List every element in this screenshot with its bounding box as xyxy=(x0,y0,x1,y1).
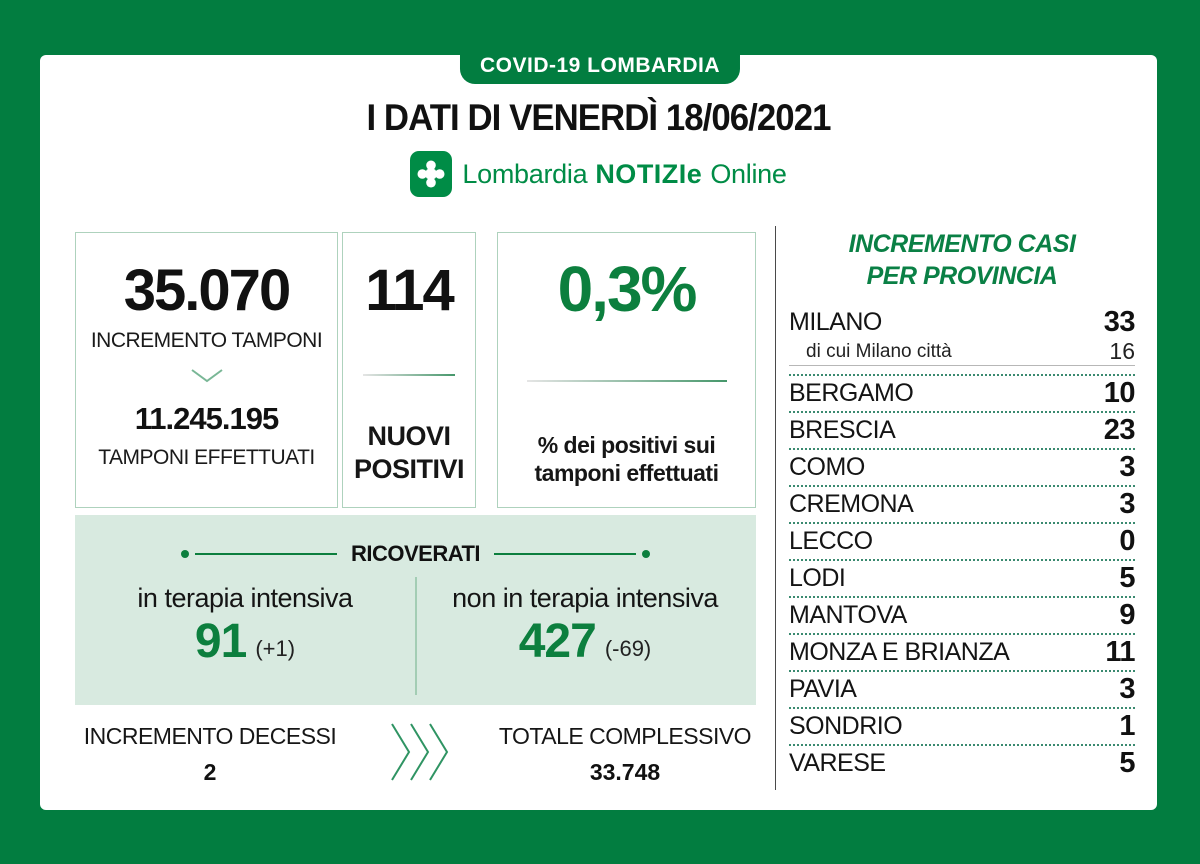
province-name: LODI xyxy=(789,563,846,592)
province-sub-name: di cui Milano città xyxy=(806,340,952,362)
incremento-decessi-label: INCREMENTO DECESSI xyxy=(83,723,337,749)
triple-chevron-right-icon xyxy=(390,716,450,793)
rosa-camuna-icon xyxy=(410,151,453,197)
badge-label: COVID-19 LOMBARDIA xyxy=(479,54,721,77)
province-value: 3 xyxy=(1119,487,1135,520)
province-value: 5 xyxy=(1119,746,1135,779)
nuovi-positivi-value: 114 xyxy=(365,258,455,323)
terapia-intensiva-value: 91 xyxy=(194,615,247,668)
lombardia-notizie-logo: Lombardia NOTIZIe Online xyxy=(40,151,1157,197)
dot-decoration xyxy=(180,550,189,558)
province-value: 11 xyxy=(1105,635,1135,668)
non-terapia-intensiva-block: non in terapia intensiva 427 (-69) xyxy=(415,583,755,666)
province-row: COMO 3 xyxy=(789,450,1135,487)
province-row: BRESCIA 23 xyxy=(789,413,1136,450)
province-value: 5 xyxy=(1119,561,1135,594)
province-row: PAVIA 3 xyxy=(789,672,1135,709)
tamponi-effettuati-value: 11.245.195 xyxy=(134,401,279,437)
ricoverati-header: RICOVERATI xyxy=(75,541,756,567)
province-value: 0 xyxy=(1119,524,1135,557)
province-name: MANTOVA xyxy=(789,600,907,629)
province-value: 23 xyxy=(1103,413,1136,446)
incremento-tamponi-label: INCREMENTO TAMPONI xyxy=(90,329,323,353)
province-subrow: di cui Milano città 16 xyxy=(789,338,1135,366)
terapia-intensiva-delta: (+1) xyxy=(255,636,296,661)
province-name: BRESCIA xyxy=(789,415,896,444)
ricoverati-section: RICOVERATI in terapia intensiva 91 (+1) … xyxy=(75,515,756,705)
province-name: COMO xyxy=(789,452,865,481)
logo-wordmark: Lombardia NOTIZIe Online xyxy=(462,159,786,190)
province-row: LECCO 0 xyxy=(789,524,1135,561)
province-value: 10 xyxy=(1103,376,1136,409)
nuovi-positivi-label: NUOVI POSITIVI xyxy=(353,421,465,484)
terapia-intensiva-block: in terapia intensiva 91 (+1) xyxy=(75,583,415,666)
province-value: 9 xyxy=(1119,598,1135,631)
logo-notizie-text: NOTIZIe xyxy=(595,158,703,189)
tamponi-stat-box: 35.070 INCREMENTO TAMPONI 11.245.195 TAM… xyxy=(75,232,338,508)
ricoverati-title: RICOVERATI xyxy=(350,541,481,566)
totale-complessivo-block: TOTALE COMPLESSIVO 33.748 xyxy=(494,723,756,786)
bottom-summary-row: INCREMENTO DECESSI 2 TOTALE COMPLESSIVO … xyxy=(75,716,756,793)
province-name: LECCO xyxy=(789,526,873,555)
province-row: VARESE 5 xyxy=(789,746,1135,781)
line-decoration xyxy=(194,553,337,555)
nuovi-positivi-stat-box: 114 NUOVI POSITIVI xyxy=(342,232,476,508)
province-name: SONDRIO xyxy=(789,711,903,740)
province-row: LODI 5 xyxy=(789,561,1135,598)
terapia-intensiva-label: in terapia intensiva xyxy=(137,583,353,613)
divider-line xyxy=(363,374,455,377)
line-decoration xyxy=(494,553,637,555)
totale-complessivo-value: 33.748 xyxy=(589,759,661,785)
province-title-line1: INCREMENTO CASI xyxy=(848,230,1076,258)
province-sub-value: 16 xyxy=(1109,338,1135,364)
province-name: BERGAMO xyxy=(789,378,914,407)
province-list: MILANO 33 di cui Milano città 16 BERGAMO… xyxy=(789,305,1136,781)
logo-online-text: Online xyxy=(710,158,787,189)
tamponi-effettuati-label: TAMPONI EFFETTUATI xyxy=(98,446,315,470)
divider-line xyxy=(526,380,727,383)
logo-brand-text: Lombardia xyxy=(462,158,588,189)
province-name: MILANO xyxy=(789,307,882,336)
province-name: MONZA E BRIANZA xyxy=(789,637,1010,666)
page-title: I DATI DI VENERDÌ 18/06/2021 xyxy=(366,97,831,138)
covid-lombardia-badge: COVID-19 LOMBARDIA xyxy=(459,36,741,84)
province-sidebar: INCREMENTO CASI PER PROVINCIA MILANO 33 … xyxy=(789,228,1136,781)
province-value: 1 xyxy=(1119,709,1135,742)
province-title-line2: PER PROVINCIA xyxy=(866,262,1058,290)
positivity-rate-label: % dei positivi sui tamponi effettuati xyxy=(534,432,719,486)
province-sidebar-title: INCREMENTO CASI PER PROVINCIA xyxy=(789,228,1135,292)
province-value: 3 xyxy=(1119,672,1135,705)
positivity-rate-stat-box: 0,3% % dei positivi sui tamponi effettua… xyxy=(497,232,756,508)
province-row: MONZA E BRIANZA 11 xyxy=(789,635,1135,672)
non-terapia-intensiva-delta: (-69) xyxy=(604,636,652,661)
ricoverati-divider xyxy=(415,577,417,695)
sidebar-separator-line xyxy=(775,226,776,790)
province-row: CREMONA 3 xyxy=(789,487,1135,524)
province-row: SONDRIO 1 xyxy=(789,709,1135,746)
province-row: BERGAMO 10 xyxy=(789,376,1136,413)
positivity-rate-value: 0,3% xyxy=(557,253,698,325)
province-row: MILANO 33 di cui Milano città 16 xyxy=(789,305,1136,376)
province-value: 33 xyxy=(1103,305,1136,338)
province-row: MANTOVA 9 xyxy=(789,598,1135,635)
incremento-tamponi-value: 35.070 xyxy=(123,258,291,323)
incremento-decessi-block: INCREMENTO DECESSI 2 xyxy=(75,723,345,786)
province-value: 3 xyxy=(1119,450,1135,483)
non-terapia-intensiva-value: 427 xyxy=(518,615,597,668)
province-name: CREMONA xyxy=(789,489,914,518)
dot-decoration xyxy=(642,550,651,558)
province-name: PAVIA xyxy=(789,674,857,703)
incremento-decessi-value: 2 xyxy=(203,759,217,785)
chevron-down-icon xyxy=(189,368,225,389)
province-name: VARESE xyxy=(789,748,886,777)
non-terapia-intensiva-label: non in terapia intensiva xyxy=(452,583,718,613)
totale-complessivo-label: TOTALE COMPLESSIVO xyxy=(498,723,752,749)
